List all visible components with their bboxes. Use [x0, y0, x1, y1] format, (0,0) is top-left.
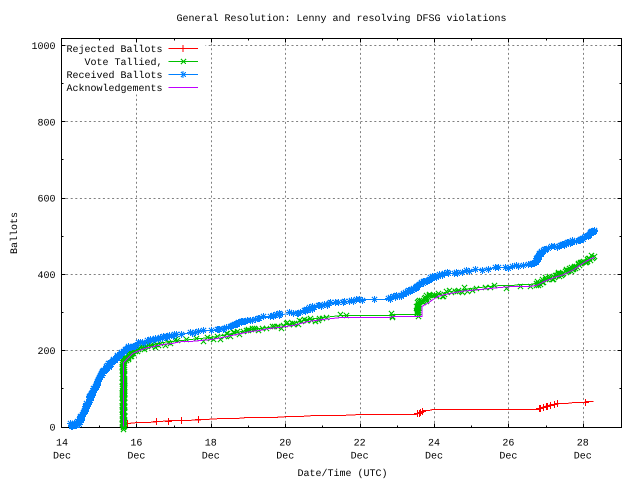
svg-text:Received Ballots: Received Ballots — [66, 70, 162, 82]
svg-text:24: 24 — [428, 439, 440, 450]
svg-text:Dec: Dec — [425, 452, 443, 463]
svg-text:0: 0 — [49, 424, 55, 435]
svg-text:600: 600 — [37, 195, 55, 206]
svg-text:Rejected Ballots: Rejected Ballots — [66, 44, 162, 56]
svg-text:20: 20 — [279, 439, 291, 450]
svg-text:14: 14 — [56, 439, 68, 450]
svg-text:Dec: Dec — [574, 452, 592, 463]
svg-text:400: 400 — [37, 271, 55, 282]
svg-text:Dec: Dec — [351, 452, 369, 463]
svg-text:Dec: Dec — [127, 452, 145, 463]
svg-text:Acknowledgements: Acknowledgements — [66, 83, 162, 95]
svg-text:Dec: Dec — [53, 452, 71, 463]
svg-text:Dec: Dec — [202, 452, 220, 463]
svg-text:Dec: Dec — [276, 452, 294, 463]
svg-text:Vote Tallied,: Vote Tallied, — [84, 57, 162, 69]
svg-text:1000: 1000 — [31, 42, 55, 53]
svg-text:800: 800 — [37, 118, 55, 129]
svg-text:22: 22 — [354, 439, 366, 450]
svg-text:26: 26 — [502, 439, 514, 450]
svg-text:28: 28 — [577, 439, 589, 450]
svg-text:Date/Time (UTC): Date/Time (UTC) — [297, 468, 387, 480]
svg-text:General Resolution: Lenny and: General Resolution: Lenny and resolving … — [176, 13, 506, 25]
svg-text:18: 18 — [205, 439, 217, 450]
svg-text:16: 16 — [130, 439, 142, 450]
svg-text:Ballots: Ballots — [9, 212, 21, 254]
svg-text:Dec: Dec — [499, 452, 517, 463]
svg-text:200: 200 — [37, 347, 55, 358]
